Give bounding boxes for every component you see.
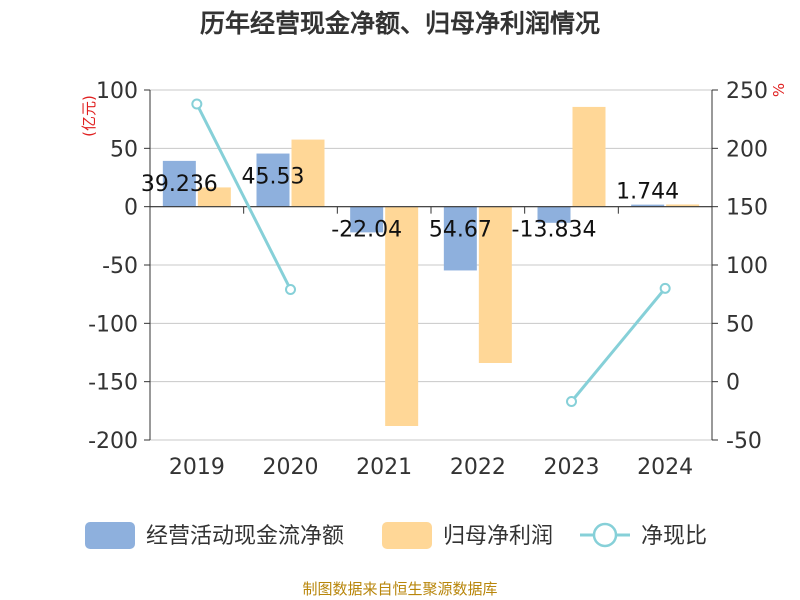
right-tick-label: 100 — [726, 254, 768, 279]
cash-bar — [256, 153, 290, 207]
cash-data-label: -13.834 — [512, 218, 597, 243]
axes: 100 50 0 -50 -100 -150 -200 250 200 150 100 50 0 -50 (… — [80, 79, 788, 480]
right-axis-unit: % — [770, 83, 788, 97]
left-tick-label: 50 — [110, 137, 138, 162]
ratio-line-segment — [195, 103, 292, 291]
legend-label-ratio: 净现比 — [641, 524, 707, 549]
ratio-point — [285, 284, 296, 295]
cash-bar — [162, 160, 196, 207]
ratio-point — [566, 396, 577, 407]
cash-bar — [350, 206, 384, 233]
left-tick-label: 100 — [96, 79, 138, 104]
bars — [162, 106, 700, 426]
profit-bar — [197, 187, 231, 207]
cash-bar — [443, 206, 477, 271]
legend-label-profit: 归母净利润 — [443, 524, 553, 549]
ratio-line-segment — [570, 287, 667, 403]
left-tick-label: -50 — [102, 254, 138, 279]
cash-bar — [631, 204, 665, 207]
left-tick-label: -200 — [88, 429, 138, 454]
cash-data-label: -22.04 — [331, 218, 402, 243]
right-tick-label: 50 — [726, 312, 754, 337]
category-label: 2021 — [356, 455, 412, 480]
profit-bar — [666, 204, 700, 207]
left-tick-label: 0 — [124, 196, 138, 221]
cash-bar — [537, 206, 571, 223]
profit-bar — [572, 106, 606, 207]
legend-label-cash: 经营活动现金流净额 — [146, 524, 344, 549]
cash-data-label: 54.67 — [429, 218, 492, 243]
profit-bar — [385, 206, 419, 426]
ratio-point — [191, 98, 203, 110]
category-label: 2020 — [263, 455, 319, 480]
chart-title: 历年经营现金净额、归母净利润情况 — [200, 9, 600, 38]
profit-bar — [291, 139, 325, 207]
gridlines — [150, 89, 712, 441]
category-label: 2019 — [169, 455, 225, 480]
category-label: 2024 — [637, 455, 693, 480]
right-tick-label: 200 — [726, 137, 768, 162]
right-tick-label: 250 — [726, 79, 768, 104]
right-tick-label: -50 — [726, 429, 762, 454]
source-note: 制图数据来自恒生聚源数据库 — [302, 580, 497, 598]
category-label: 2023 — [544, 455, 600, 480]
right-tick-label: 150 — [726, 196, 768, 221]
legend-swatch-ratio-marker — [592, 522, 618, 548]
left-axis-unit: (亿元) — [80, 95, 98, 137]
ratio-point — [659, 282, 671, 294]
legend-swatch-cash — [85, 522, 135, 549]
profit-bar — [478, 206, 512, 363]
legend: 经营活动现金流净额 归母净利润 净现比 — [85, 522, 707, 549]
cash-data-label: 39.236 — [141, 172, 218, 197]
right-tick-label: 0 — [726, 371, 740, 396]
cash-data-label: 45.53 — [242, 165, 305, 190]
category-label: 2022 — [450, 455, 506, 480]
cash-data-label: 1.744 — [616, 180, 679, 205]
left-tick-label: -100 — [88, 312, 138, 337]
left-tick-label: -150 — [88, 371, 138, 396]
ratio-line — [191, 98, 671, 407]
legend-swatch-profit — [382, 522, 432, 549]
data-labels: 39.236 45.53 -22.04 54.67 -13.834 1.744 — [141, 165, 679, 243]
